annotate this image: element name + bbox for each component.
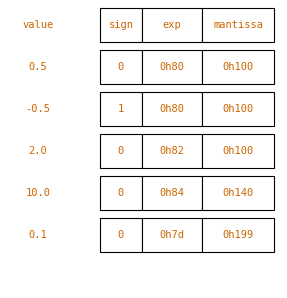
Text: 0h82: 0h82 (160, 146, 185, 156)
Bar (142, 134, 202, 168)
Text: 0h100: 0h100 (222, 146, 254, 156)
Text: 0: 0 (118, 230, 124, 240)
Bar (100, 134, 142, 168)
Text: 0h199: 0h199 (222, 230, 254, 240)
Bar (142, 8, 202, 42)
Text: 0: 0 (118, 146, 124, 156)
Text: mantissa: mantissa (213, 20, 263, 30)
Bar (202, 134, 274, 168)
Text: 0h7d: 0h7d (160, 230, 185, 240)
Bar (202, 8, 274, 42)
Bar (202, 218, 274, 252)
Text: 0h140: 0h140 (222, 188, 254, 198)
Text: 0h100: 0h100 (222, 62, 254, 72)
Text: -0.5: -0.5 (26, 104, 51, 114)
Text: exp: exp (163, 20, 181, 30)
Text: 0h80: 0h80 (160, 104, 185, 114)
Text: value: value (22, 20, 54, 30)
Bar (100, 50, 142, 84)
Text: 0h80: 0h80 (160, 62, 185, 72)
Bar (202, 176, 274, 210)
Bar (100, 176, 142, 210)
Bar (142, 92, 202, 126)
Text: 0: 0 (118, 62, 124, 72)
Text: 0.5: 0.5 (29, 62, 47, 72)
Bar (100, 92, 142, 126)
Text: 0.1: 0.1 (29, 230, 47, 240)
Text: 0h84: 0h84 (160, 188, 185, 198)
Bar (202, 50, 274, 84)
Bar (142, 218, 202, 252)
Bar (142, 176, 202, 210)
Bar (142, 50, 202, 84)
Text: 1: 1 (118, 104, 124, 114)
Text: 0h100: 0h100 (222, 104, 254, 114)
Text: 10.0: 10.0 (26, 188, 51, 198)
Text: sign: sign (108, 20, 133, 30)
Text: 2.0: 2.0 (29, 146, 47, 156)
Bar (202, 92, 274, 126)
Bar (100, 8, 142, 42)
Text: 0: 0 (118, 188, 124, 198)
Bar (100, 218, 142, 252)
